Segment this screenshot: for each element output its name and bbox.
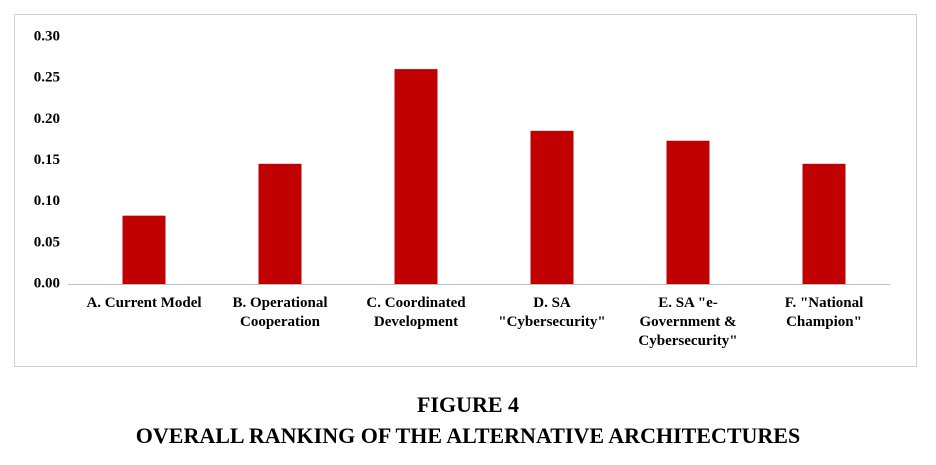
bar xyxy=(802,163,846,284)
y-tick-label: 0.05 xyxy=(34,234,60,250)
x-tick-label: B. Operational Cooperation xyxy=(232,295,328,330)
bar xyxy=(258,163,302,284)
x-tick-label: A. Current Model xyxy=(86,295,202,311)
y-tick-label: 0.20 xyxy=(34,111,60,127)
x-tick-label: F. "National Champion" xyxy=(784,295,864,330)
y-tick-label: 0.25 xyxy=(34,70,60,86)
x-tick-label: D. SA "Cybersecurity" xyxy=(498,295,606,330)
y-tick-label: 0.30 xyxy=(34,28,60,44)
bar xyxy=(530,130,574,284)
chart-frame xyxy=(14,14,917,367)
figure-label: FIGURE 4 xyxy=(416,392,520,417)
x-tick-label: C. Coordinated Development xyxy=(366,295,466,330)
y-tick-label: 0.15 xyxy=(34,152,60,168)
bar xyxy=(394,69,438,284)
bar xyxy=(666,140,710,284)
y-tick-label: 0.10 xyxy=(34,193,60,209)
chart-title: OVERALL RANKING OF THE ALTERNATIVE ARCHI… xyxy=(135,423,801,448)
y-tick-label: 0.00 xyxy=(34,275,60,291)
x-tick-label: E. SA "e-Government & Cybersecurity" xyxy=(638,295,738,349)
bar xyxy=(122,215,166,284)
